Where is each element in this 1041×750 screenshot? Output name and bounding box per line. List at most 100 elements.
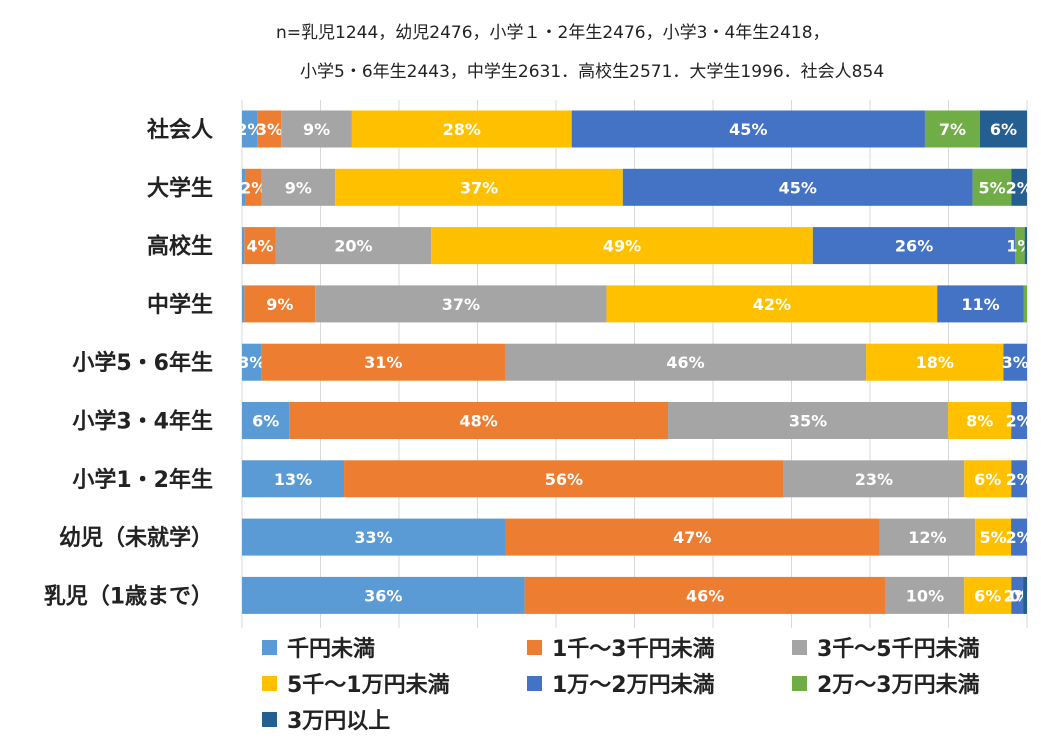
bar-segment: [344, 460, 784, 498]
data-label: 1%: [1006, 237, 1033, 256]
data-label: 46%: [686, 586, 724, 605]
data-label: 31%: [364, 353, 402, 372]
bar-segment: [504, 518, 880, 556]
bar-segment: [1011, 460, 1027, 498]
legend-label: 5千～1万円未満: [287, 672, 450, 698]
bar-segment: [964, 460, 1012, 498]
data-label: 3%: [1002, 353, 1029, 372]
bar-segment: [948, 402, 1012, 439]
data-label: 45%: [779, 178, 817, 197]
data-label: 2%: [1006, 470, 1033, 489]
data-label: 9%: [285, 178, 312, 197]
data-label: 35%: [789, 412, 827, 431]
bar-segment: [1003, 343, 1027, 381]
bar-segment: [1024, 227, 1027, 265]
bar-segment: [1023, 285, 1027, 323]
data-label: 49%: [603, 237, 641, 256]
category-label: 小学3・4年生: [72, 409, 213, 435]
bar-segment: [242, 460, 345, 498]
data-label: 26%: [895, 237, 933, 256]
data-label: 2%: [236, 120, 263, 139]
data-label: 6%: [990, 120, 1017, 139]
legend-swatch: [262, 640, 277, 655]
data-label: 33%: [354, 528, 392, 547]
bar-segment: [335, 168, 623, 206]
legend-label: 3千～5千円未満: [817, 636, 980, 662]
bar-segment: [937, 285, 1024, 323]
bar-segment: [924, 110, 980, 148]
category-label: 小学5・6年生: [72, 350, 213, 376]
bar-segment: [622, 168, 973, 206]
data-label: 2%: [240, 178, 267, 197]
legend-swatch: [792, 640, 807, 655]
bar-segment: [783, 460, 965, 498]
data-label: 56%: [545, 470, 583, 489]
bar-segment: [261, 343, 505, 381]
bar-segment: [879, 518, 976, 556]
sample-size-note-line2: 小学5・6年生2443，中学生2631．高校生2571．大学生1996．社会人8…: [300, 62, 885, 82]
bar-segment: [668, 402, 949, 439]
data-label: 3%: [238, 353, 265, 372]
sample-size-note-line1: n=乳児1244，幼児2476，小学１・2年生2476，小学3・4年生2418，: [276, 23, 830, 43]
bar-segment: [289, 402, 669, 439]
data-label: 7%: [939, 120, 966, 139]
legend-label: 千円未満: [287, 636, 375, 662]
legend-swatch: [262, 676, 277, 691]
bar-segment: [571, 110, 925, 148]
data-label: 2%: [1006, 178, 1033, 197]
category-label: 小学1・2年生: [72, 467, 213, 493]
bar-segment: [242, 576, 525, 614]
data-label: 36%: [364, 586, 402, 605]
data-label: 28%: [443, 120, 481, 139]
legend-swatch: [527, 640, 542, 655]
bar-segment: [885, 576, 965, 614]
bar-segment: [242, 343, 262, 381]
category-label: 乳児（1歳まで）: [44, 583, 213, 609]
data-label: 47%: [673, 528, 711, 547]
data-label: 9%: [303, 120, 330, 139]
bar-segment: [351, 110, 572, 148]
data-label: 13%: [274, 470, 312, 489]
bar-segment: [244, 285, 316, 323]
data-label: 10%: [906, 586, 944, 605]
legend-label: 3万円以上: [287, 709, 390, 734]
data-label: 6%: [252, 412, 279, 431]
category-label: 中学生: [147, 292, 213, 318]
bar-segment: [257, 110, 282, 148]
bar-segment: [1023, 576, 1027, 614]
bar-segment: [242, 518, 505, 556]
legend-label: 2万～3万円未満: [817, 672, 980, 698]
bar-segment: [242, 110, 258, 148]
legend-swatch: [527, 676, 542, 691]
bar-segment: [281, 110, 352, 148]
bar-segment: [242, 168, 246, 206]
legend-label: 1千～3千円未満: [552, 636, 715, 662]
data-label: 45%: [729, 120, 767, 139]
bar-segment: [275, 227, 432, 265]
bar-segment: [244, 227, 276, 265]
category-label: 大学生: [147, 175, 213, 201]
bar-segment: [242, 285, 245, 323]
data-label: 18%: [916, 353, 954, 372]
data-label: 6%: [974, 470, 1001, 489]
bar-segment: [975, 518, 1012, 556]
data-label: 2%: [1005, 528, 1032, 547]
bar-segment: [1011, 518, 1027, 556]
legend-swatch: [792, 676, 807, 691]
data-label: 5%: [980, 528, 1007, 547]
bar-segment: [1015, 227, 1025, 265]
category-label: 幼児（未就学）: [59, 525, 213, 551]
bar-segment: [1011, 402, 1027, 439]
data-label: 23%: [855, 470, 893, 489]
data-label: 2%: [1006, 412, 1033, 431]
bar-segment: [866, 343, 1004, 381]
data-label: 46%: [666, 353, 704, 372]
bar-segment: [979, 110, 1027, 148]
bar-segment: [315, 285, 607, 323]
bar-segment: [972, 168, 1012, 206]
data-label: 11%: [961, 295, 999, 314]
bar-segment: [245, 168, 262, 206]
legend-swatch: [262, 712, 277, 727]
data-label: 3%: [256, 120, 283, 139]
